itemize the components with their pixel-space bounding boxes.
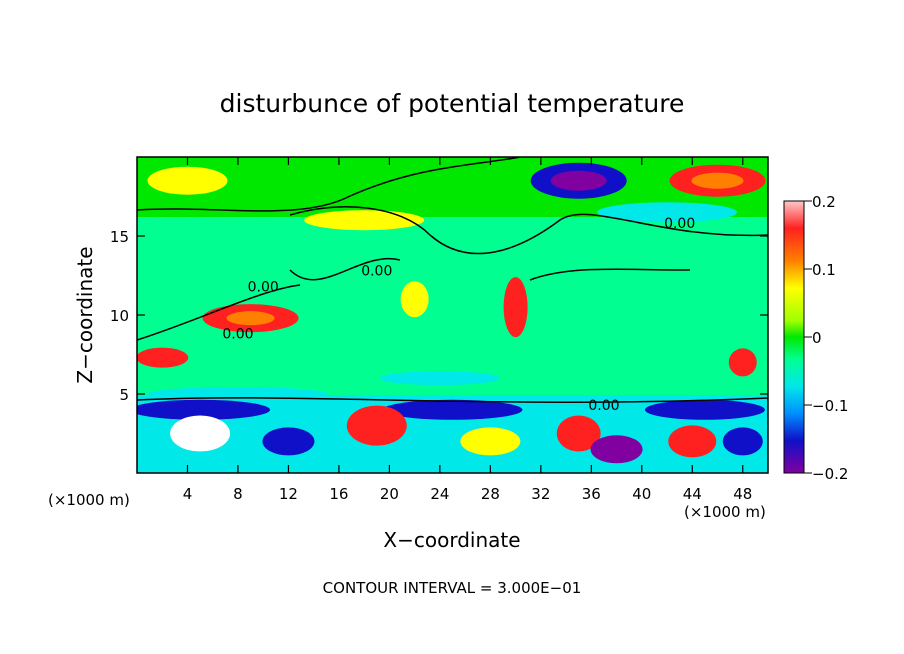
x-axis: 4 8 12 16 20 24 28 32 36 40 44 48: [183, 157, 752, 503]
field-blob: [691, 172, 744, 189]
field-blob: [262, 427, 315, 456]
contour-line: [137, 397, 768, 404]
y-tick-label: 15: [110, 228, 129, 246]
contour-label: 0.00: [588, 398, 619, 414]
chart-title: disturbunce of potential temperature: [220, 89, 685, 118]
contour-line: [137, 157, 521, 212]
contour-labels: 0.00 0.00 0.00 0.00 0.00: [222, 216, 695, 414]
x-tick-label: 12: [279, 485, 298, 503]
colorbar-tick-label: 0.2: [812, 193, 836, 211]
contour-line: [289, 257, 401, 281]
colorbar-tick-label: 0: [812, 329, 822, 347]
field-blob: [304, 210, 425, 231]
contour-label: 0.00: [361, 264, 392, 280]
x-unit-label-right: (×1000 m): [684, 503, 766, 521]
field-blob: [503, 277, 528, 338]
contour-label: 0.00: [222, 327, 253, 343]
field-blob: [597, 202, 738, 223]
field-blob: [550, 170, 607, 191]
x-unit-label-left: (×1000 m): [48, 491, 130, 509]
field-blob: [644, 399, 765, 420]
x-tick-label: 24: [430, 485, 449, 503]
x-tick-label: 28: [481, 485, 500, 503]
contour-line: [289, 206, 768, 255]
plot-area: [137, 157, 768, 473]
field-blob: [379, 371, 500, 386]
x-tick-label: 44: [683, 485, 702, 503]
y-tick-label: 5: [119, 386, 129, 404]
field-blob: [728, 348, 757, 377]
x-axis-label: X−coordinate: [383, 528, 520, 552]
colorbar-scale: [783, 200, 805, 474]
field-blob: [722, 427, 763, 456]
field-blob: [170, 415, 231, 452]
y-axis: 5 10 15: [110, 228, 768, 404]
field-blob: [137, 399, 271, 420]
field-blob: [382, 399, 523, 420]
y-axis-label: Z−coordinate: [73, 246, 97, 383]
x-tick-label: 48: [733, 485, 752, 503]
field-blob: [590, 435, 643, 464]
contour-label: 0.00: [664, 216, 695, 232]
field-blob: [137, 347, 189, 368]
colorbar-tick-label: −0.1: [812, 397, 848, 415]
field-blob: [147, 166, 228, 195]
x-tick-label: 4: [183, 485, 193, 503]
field-blob: [226, 311, 275, 326]
contour-interval-note: CONTOUR INTERVAL = 3.000E−01: [323, 579, 582, 597]
contour-line: [137, 284, 301, 341]
contour-line: [529, 268, 691, 281]
x-tick-label: 20: [380, 485, 399, 503]
colorbar-ticks: 0.2 0.1 0 −0.1 −0.2: [804, 193, 848, 483]
colorbar: 0.2 0.1 0 −0.1 −0.2: [783, 193, 848, 483]
x-tick-label: 32: [531, 485, 550, 503]
x-tick-label: 40: [632, 485, 651, 503]
contour-label: 0.00: [248, 279, 279, 295]
contour-lines: [137, 157, 768, 404]
x-tick-label: 8: [233, 485, 243, 503]
field-blob: [460, 427, 521, 456]
field-blob: [668, 425, 717, 458]
y-tick-label: 10: [110, 307, 129, 325]
colorbar-tick-label: 0.1: [812, 261, 836, 279]
field-blob: [346, 405, 407, 446]
x-tick-label: 16: [329, 485, 348, 503]
colorbar-tick-label: −0.2: [812, 465, 848, 483]
field-blob: [400, 281, 429, 318]
field-blob: [556, 415, 601, 452]
x-tick-label: 36: [582, 485, 601, 503]
